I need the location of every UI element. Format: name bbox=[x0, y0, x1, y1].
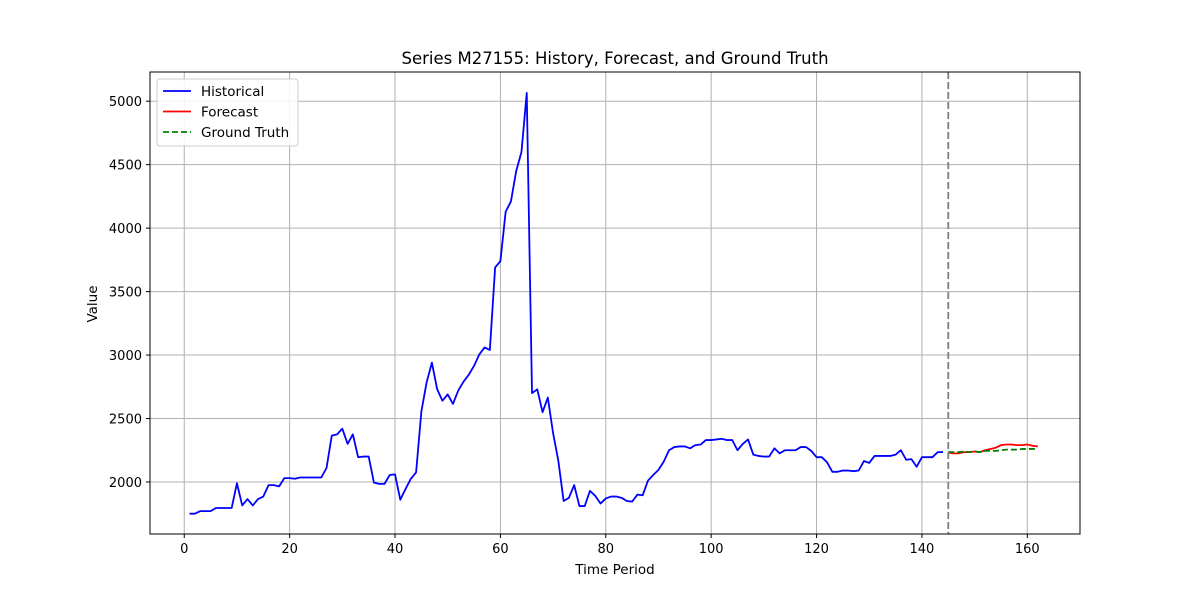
x-axis-label: Time Period bbox=[574, 562, 654, 578]
x-tick-label: 100 bbox=[699, 542, 724, 557]
y-tick-label: 3500 bbox=[109, 286, 142, 301]
legend: Historical Forecast Ground Truth bbox=[156, 78, 299, 147]
x-tick-label: 160 bbox=[1015, 542, 1040, 557]
historical-series-line bbox=[189, 92, 943, 515]
x-tick-label: 0 bbox=[180, 542, 188, 557]
x-tick-label: 40 bbox=[387, 542, 404, 557]
chart-title: Series M27155: History, Forecast, and Gr… bbox=[401, 49, 828, 68]
y-tick-label: 5000 bbox=[109, 95, 142, 110]
plot-area: 0 20 40 60 80 100 120 140 160 2000 2500 3000 3500 400… bbox=[109, 71, 1081, 557]
plot-frame bbox=[149, 71, 1081, 535]
y-tick-label: 4500 bbox=[109, 159, 142, 174]
y-axis-label: Value bbox=[85, 285, 101, 322]
x-tick-label: 20 bbox=[281, 542, 298, 557]
y-tick-label: 3000 bbox=[109, 349, 142, 364]
y-tick-label: 2000 bbox=[109, 476, 142, 491]
y-tick-label: 2500 bbox=[109, 413, 142, 428]
ground-truth-series-line bbox=[948, 448, 1038, 454]
legend-label-ground-truth: Ground Truth bbox=[201, 125, 289, 141]
legend-box bbox=[156, 78, 299, 147]
x-tick-label: 80 bbox=[598, 542, 615, 557]
y-tick-label: 4000 bbox=[109, 222, 142, 237]
legend-label-historical: Historical bbox=[201, 84, 264, 100]
x-tick-label: 120 bbox=[804, 542, 829, 557]
x-tick-label: 60 bbox=[492, 542, 509, 557]
series-group bbox=[189, 92, 1038, 515]
x-tick-label: 140 bbox=[910, 542, 935, 557]
legend-label-forecast: Forecast bbox=[201, 105, 258, 121]
